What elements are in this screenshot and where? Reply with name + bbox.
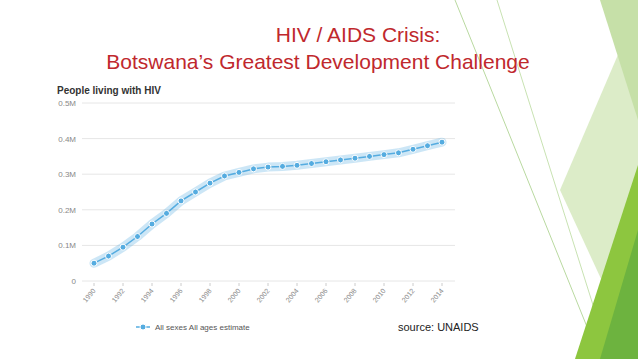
tick-mark [210, 283, 211, 286]
tick-label: 1990 [81, 287, 96, 304]
tick-mark [326, 283, 327, 286]
tick-mark [384, 283, 385, 286]
slide: HIV / AIDS Crisis: Botswana’s Greatest De… [0, 0, 638, 359]
tick-label: 2012 [400, 287, 415, 304]
grid-line [82, 281, 455, 282]
tick-label: 1996 [168, 287, 183, 304]
marker [207, 180, 213, 186]
legend-label: All sexes All ages estimate [155, 323, 250, 332]
tick-mark [94, 283, 95, 286]
marker [396, 150, 402, 156]
tick-label: 0.3M [58, 170, 76, 179]
tick-label: 2008 [342, 287, 357, 304]
marker [106, 253, 112, 259]
tick-mark [297, 283, 298, 286]
marker [222, 173, 228, 179]
marker [164, 210, 170, 216]
deco-triangle [575, 165, 638, 359]
tick-label: 2006 [313, 287, 328, 304]
marker [280, 163, 286, 169]
annotation: source: UNAIDS [398, 321, 479, 333]
marker [91, 260, 97, 266]
grid-line [82, 245, 455, 246]
grid-line [82, 174, 455, 175]
tick-label: 2002 [255, 287, 270, 304]
tick-mark [442, 283, 443, 286]
tick-mark [268, 283, 269, 286]
y-axis: 0 0.1M 0.2M 0.3M 0.4M 0.5M [58, 99, 455, 286]
legend-marker [140, 324, 146, 330]
tick-label: 1992 [110, 287, 125, 304]
marker [294, 162, 300, 168]
marker [236, 169, 242, 175]
tick-label: 0 [72, 277, 77, 286]
marker [149, 221, 155, 227]
tick-label: 2014 [429, 287, 444, 304]
tick-mark [413, 283, 414, 286]
marker [439, 139, 445, 145]
marker [178, 198, 184, 204]
title: HIV / AIDS Crisis: [276, 23, 441, 46]
tick-mark [239, 283, 240, 286]
tick-label: 0.4M [58, 135, 76, 144]
grid-line [82, 209, 455, 210]
tick-label: 1994 [139, 287, 154, 304]
marker [381, 152, 387, 158]
marker [352, 155, 358, 161]
tick-label: 0.5M [58, 99, 76, 108]
axis-label: People living with HIV [57, 85, 161, 96]
marker [410, 146, 416, 152]
tick-mark [355, 283, 356, 286]
deco-triangle [600, 0, 638, 120]
line [94, 142, 442, 263]
grid-line [82, 103, 455, 104]
tick-label: 2004 [284, 287, 299, 304]
plot-area [91, 139, 445, 266]
marker [338, 157, 344, 163]
marker [367, 153, 373, 159]
tick-label: 0.1M [58, 241, 76, 250]
marker [265, 164, 271, 170]
tick-label: 2010 [371, 287, 386, 304]
grid-line [82, 138, 455, 139]
tick-label: 0.2M [58, 206, 76, 215]
marker [120, 244, 126, 250]
tick-label: 1998 [197, 287, 212, 304]
subtitle: Botswana’s Greatest Development Challeng… [106, 50, 529, 73]
marker [309, 161, 315, 167]
x-axis: 1990 1992 1994 1996 1998 2000 2002 2004 2006 2008… [81, 283, 444, 304]
tick-mark [181, 283, 182, 286]
marker [193, 189, 199, 195]
tick-mark [152, 283, 153, 286]
line-band [94, 142, 442, 263]
marker [135, 234, 141, 240]
marker [323, 159, 329, 165]
deco-triangle [600, 230, 638, 359]
tick-mark [123, 283, 124, 286]
legend: All sexes All ages estimate [136, 323, 250, 332]
tick-label: 2000 [226, 287, 241, 304]
marker [425, 143, 431, 149]
marker [251, 166, 257, 172]
